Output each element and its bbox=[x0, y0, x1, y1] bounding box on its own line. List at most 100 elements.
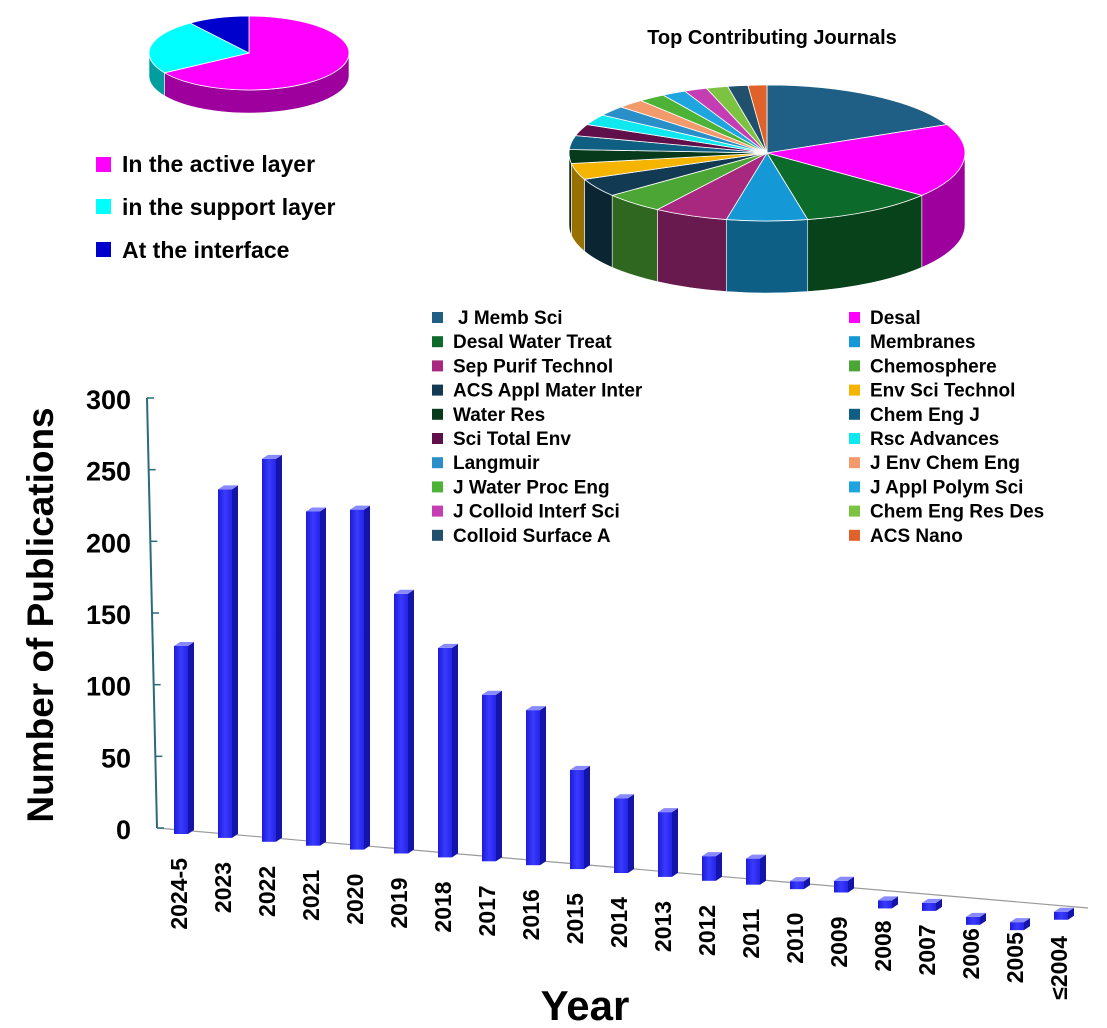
bar-front-face bbox=[482, 694, 496, 862]
bar-side-face bbox=[760, 854, 766, 885]
legend-label-j-memb-sci: J Memb Sci bbox=[458, 308, 563, 329]
x-tick-label: 2021 bbox=[298, 869, 324, 920]
bar-side-face bbox=[364, 505, 370, 850]
bar-front-face bbox=[702, 856, 716, 881]
bar-top-face bbox=[306, 507, 326, 512]
bar-front-face bbox=[218, 489, 232, 838]
x-tick-label: 2016 bbox=[518, 889, 544, 940]
bar-side-face bbox=[232, 485, 238, 838]
bar-side-face bbox=[408, 589, 414, 854]
x-tick-label: 2008 bbox=[870, 920, 896, 971]
legend-label-desal-water-treat: Desal Water Treat bbox=[453, 332, 612, 353]
legend-label-membranes: Membranes bbox=[870, 332, 976, 353]
x-tick-label: 2007 bbox=[914, 924, 940, 975]
bar-top-face bbox=[1054, 907, 1074, 912]
x-tick-label: 2022 bbox=[254, 866, 280, 917]
bar-2020 bbox=[350, 505, 370, 850]
bar-top-face bbox=[922, 898, 942, 903]
x-tick-label: 2024-5 bbox=[166, 858, 192, 930]
x-tick-label: 2006 bbox=[958, 928, 984, 979]
bar-2021 bbox=[306, 507, 326, 846]
bar-2004 bbox=[1054, 907, 1074, 920]
journals-pie-slice-acs-nano bbox=[747, 84, 768, 154]
legend-swatch-acs-appl-mater-inter bbox=[432, 384, 443, 396]
x-tick-label: 2010 bbox=[782, 913, 808, 964]
legend-label-acs-nano: ACS Nano bbox=[870, 526, 963, 547]
bar-2018 bbox=[438, 643, 458, 858]
bar-front-face bbox=[350, 509, 364, 850]
y-tick-label: 150 bbox=[86, 600, 131, 630]
legend-swatch-water-res bbox=[432, 408, 443, 420]
bar-2023 bbox=[218, 485, 238, 838]
x-tick-label: 2012 bbox=[694, 905, 720, 956]
bar-front-face bbox=[1054, 911, 1068, 920]
bar-2015 bbox=[570, 765, 590, 870]
bar-side-face bbox=[452, 643, 458, 858]
x-tick-label: 2015 bbox=[562, 893, 588, 944]
legend-swatch-sci-total-env bbox=[432, 433, 443, 444]
bar-side-face bbox=[628, 794, 634, 873]
journals-pie-slice-desal-water-treat bbox=[766, 152, 924, 220]
y-tick-label: 300 bbox=[86, 385, 131, 415]
small-pie-slice-in-the-active-layer bbox=[163, 15, 350, 91]
legend-swatch-chem-eng-j bbox=[849, 408, 860, 420]
bar-side-face bbox=[848, 876, 854, 893]
legend-label-support-layer: in the support layer bbox=[122, 194, 335, 220]
bar-top-face bbox=[350, 505, 370, 510]
legend-label-j-water-proc-eng: J Water Proc Eng bbox=[453, 477, 610, 498]
legend-label-env-sci-technol: Env Sci Technol bbox=[870, 381, 1015, 402]
x-tick-label: 2011 bbox=[738, 909, 764, 959]
small-pie-chart: In the active layer in the support layer… bbox=[96, 15, 350, 263]
journals-pie-chart: Top Contributing Journals J Memb Sci Desa… bbox=[432, 27, 1044, 547]
y-axis-title: Number of Publications bbox=[20, 407, 61, 822]
legend-label-active-layer: In the active layer bbox=[122, 151, 315, 177]
y-tick-labels: 0 50 100 150 200 250 300 bbox=[86, 385, 164, 845]
legend-label-langmuir: Langmuir bbox=[453, 453, 540, 474]
legend-swatch-j-env-chem-eng bbox=[849, 457, 860, 469]
legend-label-sci-total-env: Sci Total Env bbox=[453, 429, 571, 450]
bar-front-face bbox=[570, 769, 584, 870]
bar-front-face bbox=[614, 798, 628, 873]
bar-side-face bbox=[276, 454, 282, 842]
bar-front-face bbox=[746, 858, 760, 885]
legend-swatch-desal bbox=[849, 312, 860, 323]
bar-side-face bbox=[320, 507, 326, 846]
legend-label-interface: At the interface bbox=[122, 237, 289, 263]
bar-top-face bbox=[570, 765, 590, 770]
x-tick-label: 2009 bbox=[826, 917, 852, 968]
journals-pie-slices bbox=[568, 84, 966, 294]
small-pie-slice-at-the-interface bbox=[189, 15, 250, 54]
bar-front-face bbox=[438, 647, 452, 858]
legend-swatch-acs-nano bbox=[849, 529, 860, 541]
legend-swatch-interface bbox=[96, 242, 111, 257]
legend-swatch-desal-water-treat bbox=[432, 336, 443, 348]
legend-swatch-support-layer bbox=[96, 199, 111, 214]
x-axis-title: Year bbox=[541, 982, 630, 1028]
small-pie-slices bbox=[148, 15, 350, 114]
bar-2024-5 bbox=[174, 641, 194, 834]
journals-pie-side-water-res bbox=[568, 152, 572, 236]
bar-front-face bbox=[922, 902, 936, 911]
bar-top-face bbox=[878, 896, 898, 901]
bar-2008 bbox=[878, 896, 898, 909]
legend-swatch-j-water-proc-eng bbox=[432, 481, 443, 493]
bar-front-face bbox=[790, 881, 804, 890]
bar-top-face bbox=[438, 643, 458, 648]
x-tick-label: 2019 bbox=[386, 878, 412, 929]
bar-top-face bbox=[1010, 918, 1030, 923]
bar-top-face bbox=[262, 454, 282, 459]
bar-2005 bbox=[1010, 918, 1030, 931]
bar-top-face bbox=[702, 852, 722, 857]
bar-side-face bbox=[540, 706, 546, 866]
y-tick-label: 50 bbox=[101, 743, 131, 773]
bar-2007 bbox=[922, 898, 942, 911]
x-tick-labels: 2024-5 2023 2022 2021 2020 2019 2018 2017 2016 20… bbox=[166, 858, 1072, 1000]
bar-top-face bbox=[614, 794, 634, 799]
x-tick-label: 2018 bbox=[430, 881, 456, 932]
bar-side-face bbox=[716, 852, 722, 881]
bar-top-face bbox=[966, 912, 986, 917]
bar-2013 bbox=[658, 808, 678, 877]
legend-swatch-rsc-advances bbox=[849, 433, 860, 444]
legend-label-chemosphere: Chemosphere bbox=[870, 356, 997, 377]
x-tick-label: 2005 bbox=[1002, 932, 1028, 983]
